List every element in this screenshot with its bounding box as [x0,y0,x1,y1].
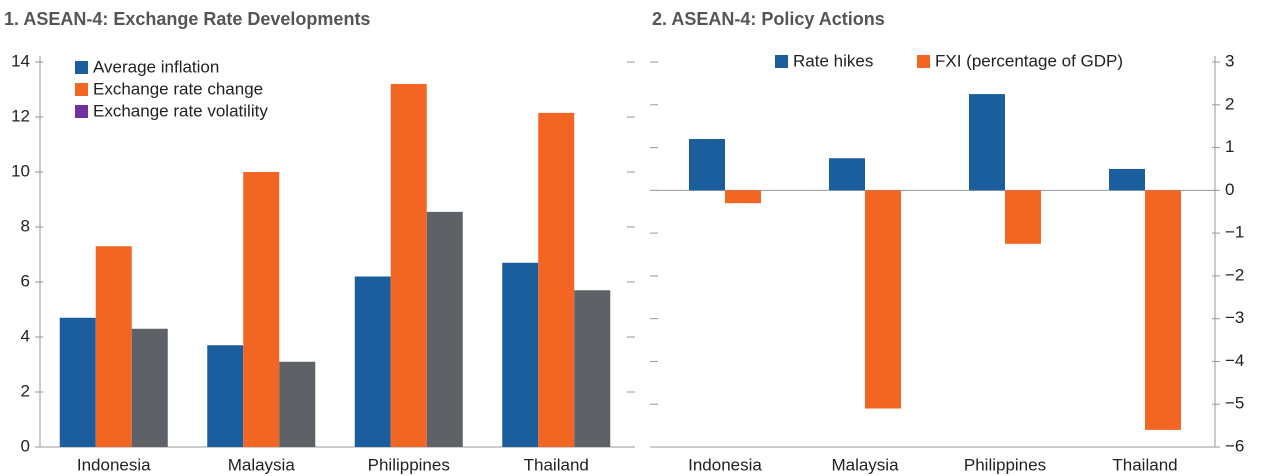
bar [354,276,391,447]
bar [59,317,96,447]
legend-label: FXI (percentage of GDP) [935,51,1123,70]
y-tick-label: 6 [21,271,30,290]
legend-swatch [917,55,930,68]
bar [243,172,280,447]
bar [131,328,168,447]
x-tick-label: Thailand [1112,455,1177,474]
y-tick-label: 12 [11,106,30,125]
y-tick-label: 14 [11,51,30,70]
bar [689,139,725,191]
x-tick-label: Indonesia [77,455,151,474]
y2-tick-label: 3 [1225,51,1234,70]
legend-swatch [75,61,88,74]
legend-label: Rate hikes [793,51,873,70]
bar [574,290,611,447]
x-tick-label: Philippines [964,455,1046,474]
legend-swatch [775,55,788,68]
y2-tick-label: −4 [1225,351,1244,370]
x-tick-label: Thailand [524,455,589,474]
y2-tick-label: −5 [1225,394,1244,413]
legend-swatch [75,105,88,118]
x-tick-label: Malaysia [228,455,296,474]
y2-tick-label: −6 [1225,436,1244,455]
y-tick-label: 10 [11,161,30,180]
bar [865,190,901,409]
y2-tick-label: 0 [1225,180,1234,199]
bar [95,246,132,447]
bar [969,94,1005,191]
y2-tick-label: −1 [1225,223,1244,242]
legend-label: Average inflation [93,57,219,76]
legend-label: Exchange rate volatility [93,101,268,120]
y-tick-label: 0 [21,436,30,455]
bar [279,361,316,447]
y-tick-label: 8 [21,216,30,235]
bar [1109,168,1145,191]
y-tick-label: 2 [21,381,30,400]
bar [1005,190,1041,244]
y2-tick-label: 1 [1225,137,1234,156]
legend-label: Exchange rate change [93,79,263,98]
x-tick-label: Indonesia [688,455,762,474]
bar [725,190,761,204]
y2-tick-label: 2 [1225,94,1234,113]
bar [1145,190,1181,430]
x-tick-label: Malaysia [831,455,899,474]
legend-swatch [75,83,88,96]
bar [390,84,427,447]
bar [502,262,539,447]
y2-tick-label: −2 [1225,265,1244,284]
bar [426,211,463,447]
chart-title: 1. ASEAN-4: Exchange Rate Developments [4,9,370,29]
chart-title: 2. ASEAN-4: Policy Actions [652,9,885,29]
x-tick-label: Philippines [368,455,450,474]
bar [829,158,865,191]
bar [538,112,575,447]
y2-tick-label: −3 [1225,308,1244,327]
bar [207,345,244,447]
y-tick-label: 4 [21,326,30,345]
